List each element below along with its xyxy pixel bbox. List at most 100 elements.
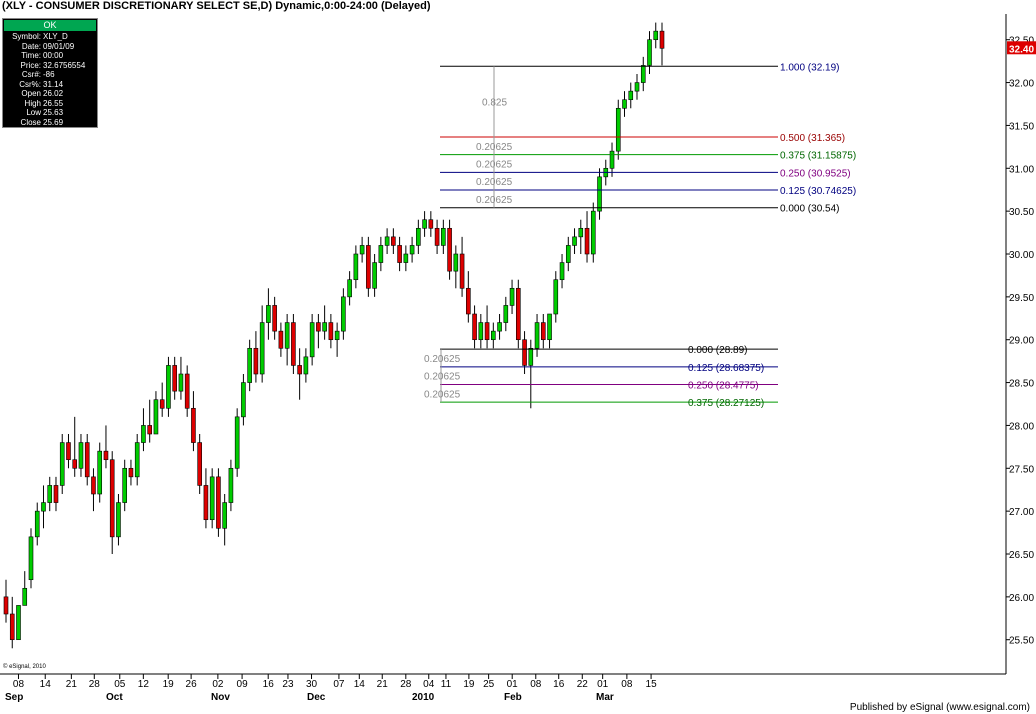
info-label: Date: xyxy=(21,41,41,51)
y-tick-label: 32.00 xyxy=(1009,79,1034,90)
candle-body xyxy=(378,245,384,263)
info-row: High 26.55 xyxy=(3,99,97,109)
info-label: Open xyxy=(21,89,41,98)
candle-body xyxy=(291,322,296,366)
candle-body xyxy=(453,253,459,272)
candle-body xyxy=(328,322,334,341)
candle-body xyxy=(266,305,271,323)
candle-body xyxy=(503,305,509,323)
fib-level-label: 1.000 (32.19) xyxy=(780,62,840,73)
info-value: 09/01/09 xyxy=(43,41,75,51)
x-tick-label: 23 xyxy=(282,679,294,690)
info-row: Csr#: -86 xyxy=(3,70,97,80)
info-row: Symbol: XLY_D xyxy=(3,32,97,42)
candle-body xyxy=(472,313,477,341)
info-label: Time: xyxy=(21,51,41,60)
y-tick-label: 29.50 xyxy=(1009,293,1034,304)
candle-body xyxy=(166,365,171,409)
info-row: Low 25.63 xyxy=(3,108,97,118)
candle-body xyxy=(91,476,96,495)
candle-body xyxy=(309,322,315,358)
candle-body xyxy=(278,330,284,349)
x-month-label: Mar xyxy=(596,692,614,703)
candle-body xyxy=(653,30,659,41)
candle-body xyxy=(491,330,496,341)
candle-body xyxy=(184,373,190,409)
candle-body xyxy=(522,339,527,366)
candle-body xyxy=(534,322,540,349)
candle-body xyxy=(347,279,352,298)
candle-body xyxy=(53,485,59,503)
x-month-label: 2010 xyxy=(412,692,435,703)
info-value: 25.63 xyxy=(43,108,64,117)
x-tick-label: 30 xyxy=(306,679,318,690)
candle-body xyxy=(41,502,46,512)
info-row: Close 25.69 xyxy=(3,118,97,128)
candle-body xyxy=(222,502,227,529)
y-tick-label: 31.00 xyxy=(1009,164,1034,175)
info-label: High xyxy=(24,98,41,108)
candle-body xyxy=(447,227,452,272)
x-tick-label: 01 xyxy=(507,679,519,690)
fib-step-label: 0.20625 xyxy=(476,142,513,153)
candle-body xyxy=(172,365,177,392)
y-tick-label: 27.50 xyxy=(1009,464,1034,475)
candle-body xyxy=(441,227,446,246)
fib-level-label: 0.000 (30.54) xyxy=(780,204,840,215)
candle-body xyxy=(247,347,252,383)
y-tick-label: 25.50 xyxy=(1009,636,1034,647)
candle-body xyxy=(547,313,552,341)
candle-body xyxy=(540,322,546,341)
x-tick-label: 05 xyxy=(114,679,126,690)
last-price-label: 32.40 xyxy=(1009,44,1034,55)
candle-body xyxy=(303,356,309,375)
y-tick-label: 28.00 xyxy=(1009,421,1034,432)
last-price-tag xyxy=(1007,41,1036,55)
candle-body xyxy=(416,227,421,246)
candle-body xyxy=(209,476,215,521)
candle-body xyxy=(34,510,40,538)
candle-body xyxy=(497,322,502,332)
x-month-label: Sep xyxy=(5,692,23,703)
candle-body xyxy=(116,502,121,538)
x-month-label: Oct xyxy=(106,692,123,703)
chart-title: (XLY - CONSUMER DISCRETIONARY SELECT SE,… xyxy=(2,0,431,12)
info-value: 32.6756554 xyxy=(43,60,86,70)
info-value: -86 xyxy=(43,70,55,79)
candle-body xyxy=(84,442,90,478)
candle-body xyxy=(572,236,577,246)
candle-body xyxy=(466,287,471,315)
x-tick-label: 21 xyxy=(377,679,389,690)
info-value: 00:00 xyxy=(43,51,64,60)
candle-body xyxy=(159,399,165,409)
fib-level-label: 0.375 (28.27125) xyxy=(688,398,764,409)
y-tick-label: 28.50 xyxy=(1009,379,1034,390)
candle-body xyxy=(322,322,327,332)
info-value: 31.14 xyxy=(43,79,64,89)
candle-body xyxy=(434,227,440,246)
candle-body xyxy=(103,450,109,461)
candle-body xyxy=(597,176,602,212)
candle-body xyxy=(284,322,290,349)
candle-body xyxy=(615,107,621,152)
x-tick-label: 28 xyxy=(89,679,101,690)
x-tick-label: 15 xyxy=(646,679,658,690)
candle-body xyxy=(384,236,390,246)
y-tick-label: 27.00 xyxy=(1009,507,1034,518)
x-tick-label: 19 xyxy=(163,679,175,690)
x-month-label: Nov xyxy=(211,692,230,703)
candle-body xyxy=(422,219,427,229)
candle-body xyxy=(372,262,377,289)
fib-step-label: 0.20625 xyxy=(476,195,513,206)
x-tick-label: 25 xyxy=(483,679,495,690)
candle-body xyxy=(353,253,359,281)
candle-body xyxy=(341,296,346,332)
candle-body xyxy=(516,287,521,341)
candle-body xyxy=(272,305,277,332)
fib-step-label: 0.20625 xyxy=(424,354,461,365)
footer-text: Published by eSignal (www.esignal.com) xyxy=(849,702,1030,713)
info-value: 26.02 xyxy=(43,89,64,98)
candle-body xyxy=(397,245,402,263)
candle-body xyxy=(228,467,234,503)
